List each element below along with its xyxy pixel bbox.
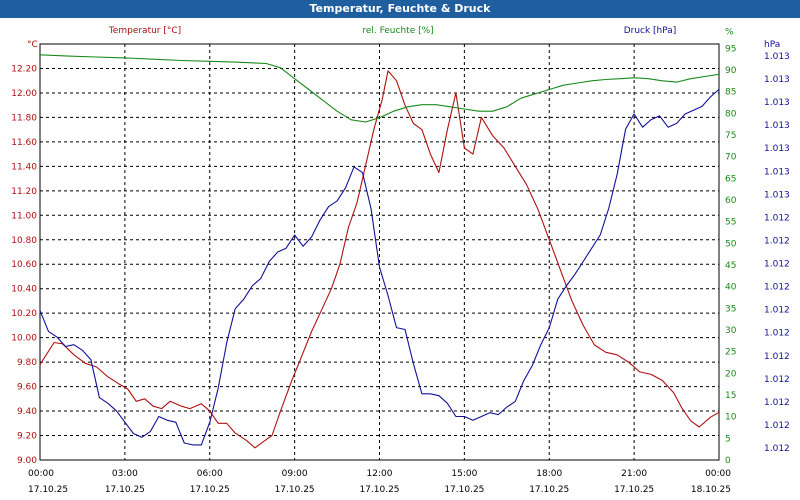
- temperature-tick-label: 10.20: [11, 309, 37, 319]
- humidity-tick-label: 95: [725, 44, 736, 54]
- humidity-tick-label: 25: [725, 348, 736, 358]
- temperature-tick-label: 11.20: [11, 187, 37, 197]
- pressure-tick-label: 1.013: [764, 121, 790, 131]
- temperature-tick-label: 9.20: [17, 432, 37, 442]
- series-layer: [39, 54, 720, 449]
- humidity-tick-label: 30: [725, 326, 737, 336]
- humidity-tick-label: 60: [725, 196, 737, 206]
- temperature-tick-label: 9.80: [17, 358, 37, 368]
- humidity-tick-label: 70: [725, 153, 737, 163]
- humidity-tick-label: 20: [725, 369, 737, 379]
- x-tick-time: 21:00: [621, 469, 647, 479]
- x-tick-time: 06:00: [197, 469, 223, 479]
- pressure-tick-label: 1.012: [764, 375, 790, 385]
- humidity-tick-label: 55: [725, 218, 736, 228]
- pressure-tick-label: 1.012: [764, 236, 790, 246]
- humidity-tick-label: %: [725, 27, 734, 37]
- temperature-tick-label: 10.40: [11, 285, 37, 295]
- pressure-axis-title: Druck [hPa]: [624, 26, 677, 36]
- temperature-axis-title: Temperatur [°C]: [108, 26, 181, 36]
- humidity-tick-label: 35: [725, 304, 736, 314]
- temperature-series-line: [39, 70, 720, 449]
- temperature-tick-label: 12.20: [11, 64, 37, 74]
- temperature-tick-label: 9.60: [17, 383, 37, 393]
- pressure-tick-label: 1.013: [764, 167, 790, 177]
- x-tick-date: 17.10.25: [275, 485, 315, 495]
- x-tick-date: 17.10.25: [105, 485, 145, 495]
- window-title: Temperatur, Feuchte & Druck: [0, 0, 800, 18]
- humidity-tick-label: 0: [725, 456, 731, 466]
- pressure-tick-label: 1.012: [764, 213, 790, 223]
- x-tick-date: 17.10.25: [529, 485, 569, 495]
- humidity-tick-label: 45: [725, 261, 736, 271]
- pressure-tick-label: 1.012: [764, 283, 790, 293]
- humidity-tick-label: 75: [725, 131, 736, 141]
- pressure-tick-label: 1.012: [764, 352, 790, 362]
- humidity-tick-label: 80: [725, 109, 737, 119]
- pressure-tick-label: 1.012: [764, 260, 790, 270]
- temperature-tick-label: 10.00: [11, 334, 37, 344]
- pressure-tick-label: 1.013: [764, 190, 790, 200]
- x-tick-time: 00:00: [705, 469, 731, 479]
- x-tick-date: 17.10.25: [444, 485, 484, 495]
- x-tick-date: 17.10.25: [190, 485, 230, 495]
- pressure-tick-label: 1.013: [764, 52, 790, 62]
- temperature-tick-label: 10.60: [11, 260, 37, 270]
- pressure-tick-label: 1.012: [764, 329, 790, 339]
- temperature-tick-label: 11.60: [11, 138, 37, 148]
- grid-lines: [40, 44, 719, 460]
- pressure-tick-label: 1.012: [764, 306, 790, 316]
- humidity-tick-label: 65: [725, 174, 736, 184]
- x-tick-time: 09:00: [282, 469, 308, 479]
- temperature-unit-label: °C: [27, 40, 38, 50]
- temperature-tick-label: 9.40: [17, 407, 37, 417]
- temperature-tick-label: 10.80: [11, 236, 37, 246]
- pressure-tick-label: 1.012: [764, 421, 790, 431]
- humidity-tick-label: 10: [725, 413, 737, 423]
- x-tick-time: 03:00: [112, 469, 138, 479]
- x-tick-time: 12:00: [367, 469, 393, 479]
- temperature-tick-label: 11.80: [11, 113, 37, 123]
- x-tick-time: 18:00: [536, 469, 562, 479]
- x-tick-date: 18.10.25: [691, 485, 731, 495]
- axis-labels: 00:00 17.10.25 03:00 17.10.25 06:00 17.10.25 0…: [11, 26, 790, 495]
- pressure-unit-label: hPa: [764, 40, 780, 50]
- x-tick-time: 00:00: [28, 469, 54, 479]
- temperature-tick-label: 12.00: [11, 89, 37, 99]
- pressure-tick-label: 1.013: [764, 98, 790, 108]
- temperature-tick-label: 9.00: [17, 456, 37, 466]
- humidity-tick-label: 50: [725, 239, 737, 249]
- humidity-tick-label: 85: [725, 88, 736, 98]
- temperature-tick-label: 11.00: [11, 211, 37, 221]
- x-tick-date: 17.10.25: [614, 485, 654, 495]
- temperature-tick-label: 11.40: [11, 162, 37, 172]
- pressure-series-line: [39, 88, 720, 446]
- x-tick-date: 17.10.25: [28, 485, 68, 495]
- humidity-tick-label: 5: [725, 434, 731, 444]
- pressure-tick-label: 1.013: [764, 144, 790, 154]
- humidity-tick-label: 40: [725, 283, 737, 293]
- pressure-tick-label: 1.012: [764, 444, 790, 454]
- humidity-series-line: [39, 54, 720, 123]
- humidity-tick-label: 90: [725, 66, 737, 76]
- pressure-tick-label: 1.012: [764, 398, 790, 408]
- x-tick-date: 17.10.25: [359, 485, 399, 495]
- humidity-axis-title: rel. Feuchte [%]: [362, 26, 433, 36]
- humidity-tick-label: 15: [725, 391, 736, 401]
- x-tick-time: 15:00: [451, 469, 477, 479]
- pressure-tick-label: 1.013: [764, 75, 790, 85]
- plot-area: [39, 43, 720, 461]
